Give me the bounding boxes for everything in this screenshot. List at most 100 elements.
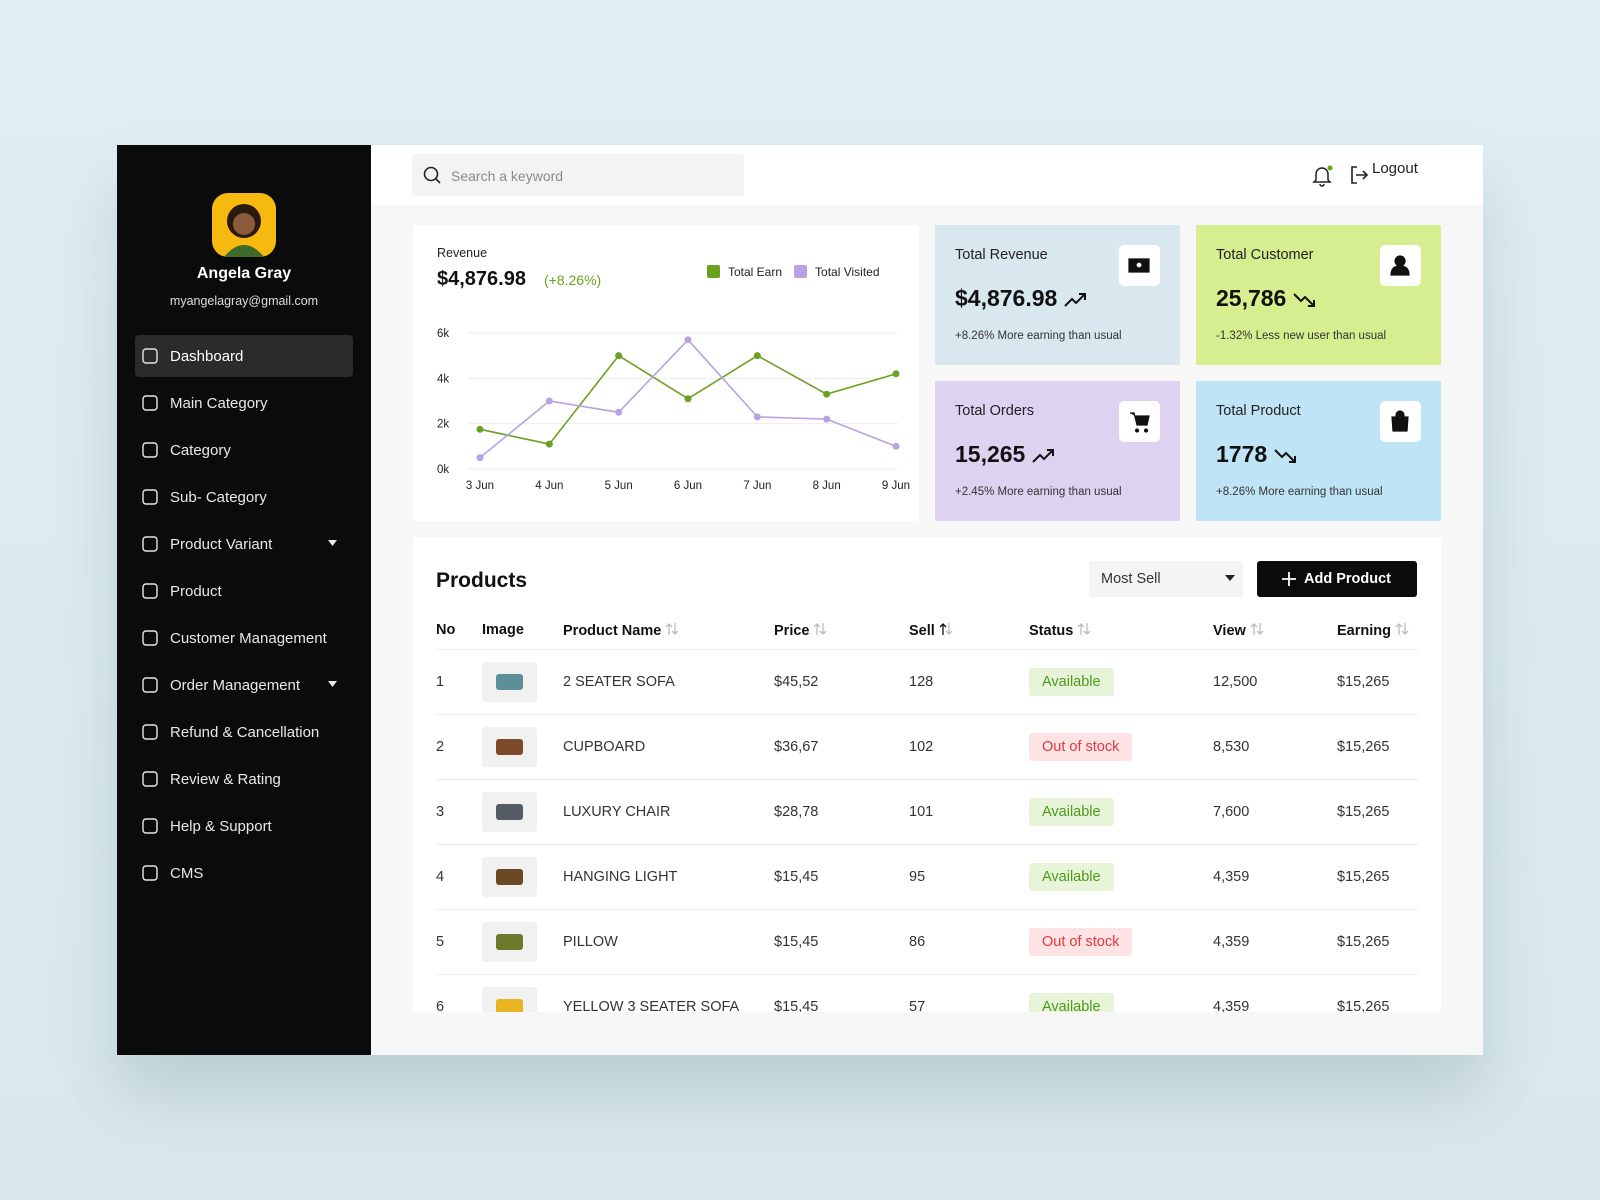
nav-item[interactable]: Category — [135, 429, 353, 471]
table-cell: 102 — [909, 739, 934, 755]
dropdown-caret — [328, 540, 337, 546]
nav-icon — [142, 348, 158, 364]
data-point — [545, 440, 553, 448]
data-point — [476, 454, 484, 462]
nav-item[interactable]: Review & Rating — [135, 758, 353, 800]
legend-swatch — [707, 265, 720, 278]
y-tick-label: 2k — [437, 419, 449, 431]
table-cell: $15,265 — [1337, 804, 1390, 820]
nav-item[interactable]: Help & Support — [135, 805, 353, 847]
nav-label: Product — [170, 583, 222, 600]
column-header[interactable]: Status — [1029, 622, 1091, 639]
dropdown-caret — [328, 681, 337, 687]
thumb-shape — [496, 934, 523, 950]
table-cell: CUPBOARD — [563, 739, 646, 755]
icon-shape — [142, 395, 158, 411]
sort-up — [665, 623, 673, 635]
data-point — [684, 336, 692, 344]
icon-shape — [142, 583, 158, 599]
table-cell: 8,530 — [1213, 739, 1250, 755]
app-window: Angela Gray myangelagray@gmail.com Dashb… — [117, 145, 1483, 1055]
sort-icon — [814, 623, 827, 635]
nav-label: Product Variant — [170, 536, 273, 553]
search-box[interactable]: Search a keyword — [412, 154, 744, 196]
sort-select[interactable]: Most Sell — [1089, 561, 1243, 597]
chart-change: (+8.26%) — [544, 272, 601, 288]
nav-item[interactable]: Main Category — [135, 382, 353, 424]
nav-item[interactable]: CMS — [135, 852, 353, 894]
nav-item[interactable]: Sub- Category — [135, 476, 353, 518]
trend-icon — [1293, 293, 1316, 307]
icon-shape — [142, 724, 158, 740]
product-image — [482, 922, 537, 962]
row-divider — [436, 909, 1418, 910]
logout-button[interactable]: Logout — [1372, 160, 1418, 177]
column-header[interactable]: Sell — [909, 622, 953, 639]
data-point — [615, 408, 623, 416]
x-tick-label: 3 Jun — [466, 480, 494, 492]
column-header[interactable]: Price — [774, 622, 827, 639]
nav-item[interactable]: Product Variant — [135, 523, 353, 565]
icon-shape — [1391, 410, 1409, 432]
data-point — [476, 425, 484, 433]
data-point — [753, 413, 761, 421]
add-product-button[interactable]: Add Product — [1257, 561, 1417, 597]
nav-icon — [142, 583, 158, 599]
nav-item[interactable]: Product — [135, 570, 353, 612]
nav-item[interactable]: Refund & Cancellation — [135, 711, 353, 753]
nav-icon — [142, 536, 158, 552]
nav-item[interactable]: Dashboard — [135, 335, 353, 377]
table-cell: PILLOW — [563, 934, 618, 950]
icon-shape — [1128, 258, 1150, 273]
search-icon — [423, 166, 441, 184]
product-image — [482, 792, 537, 832]
nav-label: Dashboard — [170, 348, 244, 365]
table-cell: 4,359 — [1213, 934, 1250, 950]
nav-icon — [142, 442, 158, 458]
table-cell: 1 — [436, 674, 445, 690]
nav-icon — [142, 630, 158, 646]
logout-icon — [1351, 166, 1369, 184]
stat-title: Total Revenue — [955, 247, 1048, 263]
table-cell: 4 — [436, 869, 445, 885]
avatar[interactable] — [212, 193, 276, 257]
table-cell: 7,600 — [1213, 804, 1250, 820]
stat-icon — [1391, 410, 1409, 432]
nav-item[interactable]: Order Management — [135, 664, 353, 706]
notification-bell[interactable] — [1311, 164, 1333, 188]
sort-up — [939, 623, 947, 635]
nav-icon — [142, 489, 158, 505]
avatar-image — [224, 204, 264, 257]
stat-change: +8.26% More earning than usual — [955, 330, 1122, 342]
revenue-card: Revenue $4,876.98 (+8.26%) 0k 2k 4k 6k 3 Jun… — [413, 225, 919, 521]
nav-icon — [142, 724, 158, 740]
table-cell: $15,265 — [1337, 739, 1390, 755]
column-header[interactable]: Earning — [1337, 622, 1409, 639]
column-header[interactable]: View — [1213, 622, 1264, 639]
status-badge: Available — [1029, 993, 1114, 1012]
stat-value: $4,876.98 — [955, 285, 1088, 312]
nav-label: Review & Rating — [170, 771, 281, 788]
thumb-shape — [496, 999, 523, 1012]
icon-shape — [1390, 255, 1410, 276]
table-cell: $15,265 — [1337, 934, 1390, 950]
column-header[interactable]: Product Name — [563, 622, 679, 639]
icon-shape — [1130, 412, 1150, 433]
table-cell: 86 — [909, 934, 926, 950]
sort-icon — [665, 623, 679, 635]
sort-icon — [1077, 623, 1091, 635]
trend-icon — [1064, 292, 1087, 307]
trend-shape — [1293, 293, 1316, 307]
thumb-shape — [496, 869, 523, 885]
sort-up — [814, 623, 821, 635]
table-cell: 57 — [909, 999, 926, 1012]
y-tick-label: 4k — [437, 373, 449, 385]
table-cell: 95 — [909, 869, 926, 885]
nav-item[interactable]: Customer Management — [135, 617, 353, 659]
table-cell: YELLOW 3 SEATER SOFA — [563, 999, 740, 1012]
y-tick-label: 6k — [437, 328, 449, 340]
product-thumb — [496, 869, 523, 885]
status-badge: Available — [1029, 863, 1114, 891]
